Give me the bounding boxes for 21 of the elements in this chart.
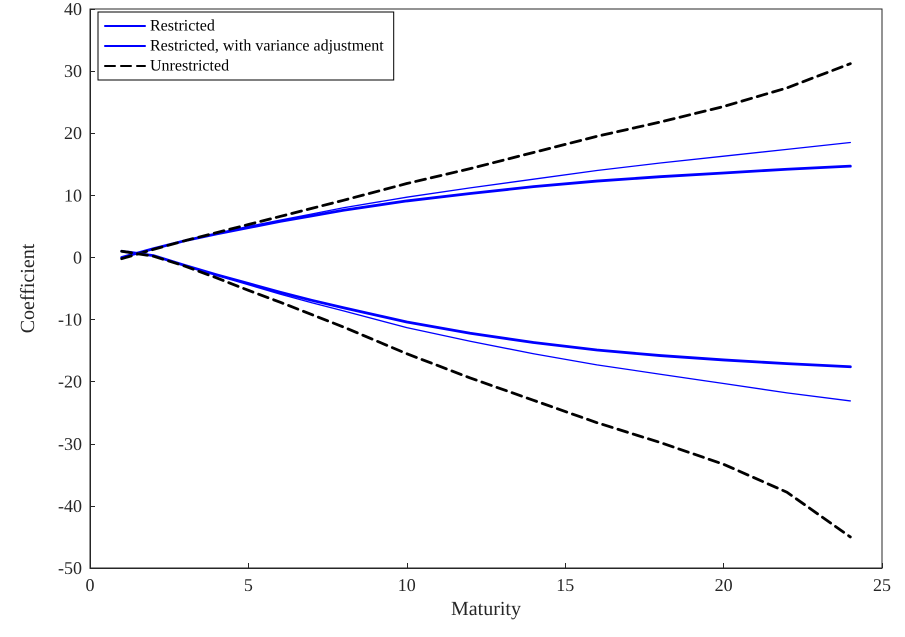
y-axis-title: Coefficient [17, 243, 39, 334]
y-tick-label: -50 [58, 558, 82, 578]
y-tick-label: -20 [58, 372, 82, 392]
y-tick-label: -10 [58, 310, 82, 330]
x-tick-label: 15 [556, 575, 574, 595]
x-tick-label: 10 [398, 575, 416, 595]
legend-label: Unrestricted [150, 58, 230, 74]
y-tick-label: -40 [58, 496, 82, 516]
x-axis-title: Maturity [451, 598, 521, 620]
legend-label: Restricted [150, 18, 215, 34]
y-tick-label: 40 [64, 0, 82, 19]
y-tick-label: 30 [64, 61, 82, 82]
x-tick-label: 25 [873, 575, 891, 595]
y-tick-label: 10 [64, 185, 82, 206]
x-tick-label: 0 [86, 575, 94, 595]
legend-label: Restricted, with variance adjustment [150, 38, 384, 54]
y-tick-label: -30 [58, 434, 82, 454]
y-tick-label: 20 [64, 123, 82, 144]
x-tick-label: 20 [714, 575, 733, 595]
y-tick-label: 0 [73, 247, 82, 268]
x-tick-label: 5 [244, 575, 253, 595]
